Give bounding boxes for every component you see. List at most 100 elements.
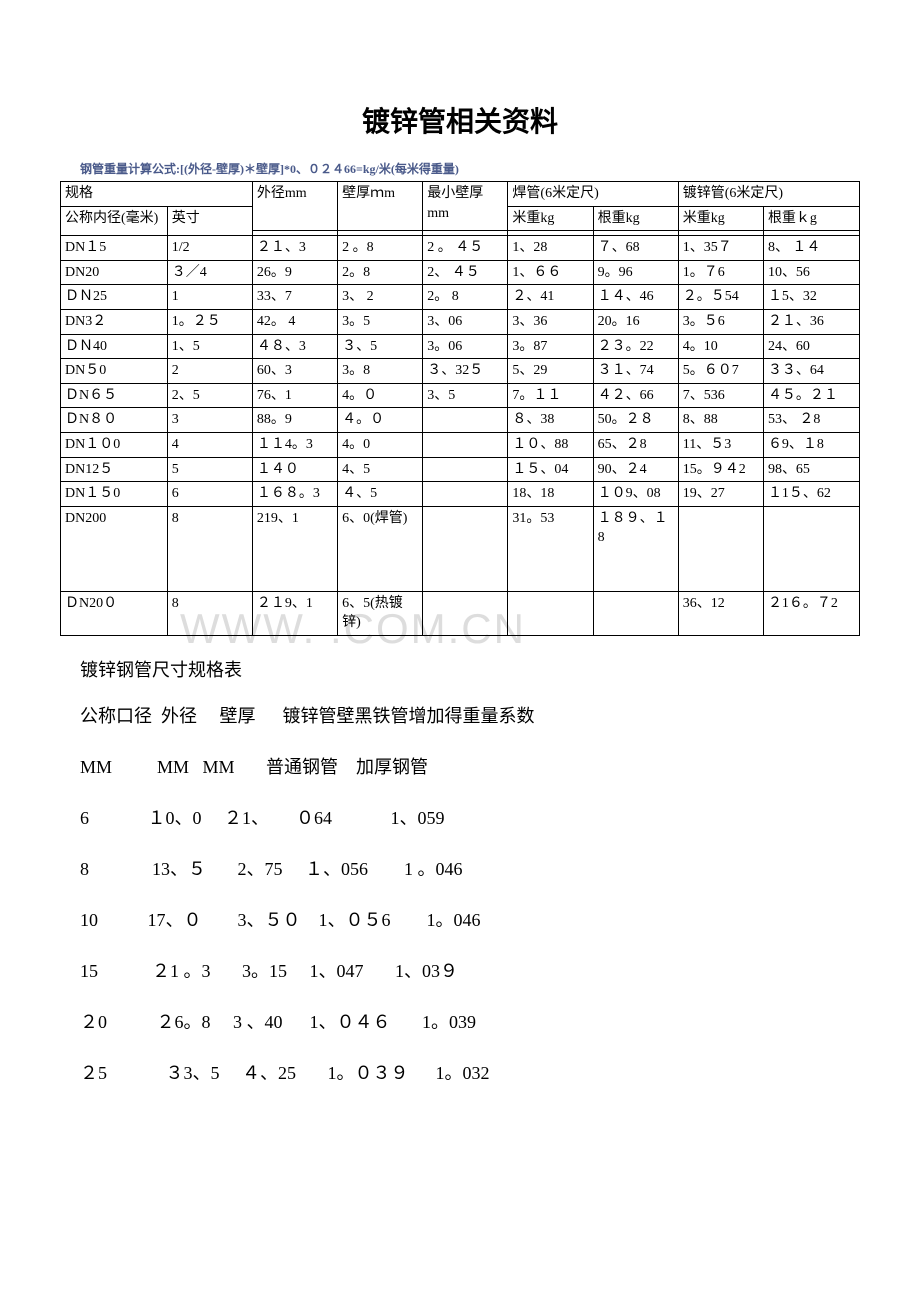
table-cell: ３／4 xyxy=(167,260,252,285)
table-cell: 88。9 xyxy=(252,408,337,433)
th-welded: 焊管(6米定尺) xyxy=(508,182,678,207)
th-outer-dia: 外径mm xyxy=(252,182,337,231)
table-cell: ８、38 xyxy=(508,408,593,433)
table-cell: DN3２ xyxy=(61,309,168,334)
table-cell: 3 xyxy=(167,408,252,433)
table-cell xyxy=(593,591,678,635)
table-cell: 3、 2 xyxy=(338,285,423,310)
table-cell: 26。9 xyxy=(252,260,337,285)
table-cell: ６9、１8 xyxy=(763,432,859,457)
table-cell: DN１０0 xyxy=(61,432,168,457)
table-cell: 4。０ xyxy=(338,383,423,408)
table-cell: 20。16 xyxy=(593,309,678,334)
table-cell: ２１9、1 xyxy=(252,591,337,635)
table-cell: 5 xyxy=(167,457,252,482)
table-cell: 1、28 xyxy=(508,236,593,261)
table-cell: DN１５0 xyxy=(61,482,168,507)
table-cell: 18、18 xyxy=(508,482,593,507)
table-cell: 2 xyxy=(167,359,252,384)
th-wall: 壁厚ｍm xyxy=(338,182,423,231)
table-cell xyxy=(423,482,508,507)
table-cell: 42。 4 xyxy=(252,309,337,334)
table-cell: １４０ xyxy=(252,457,337,482)
table-cell: 8、88 xyxy=(678,408,763,433)
table-cell: ＤＮ25 xyxy=(61,285,168,310)
th-welded-m: 米重kg xyxy=(508,206,593,231)
table-cell: 6 xyxy=(167,482,252,507)
table-cell: 4 xyxy=(167,432,252,457)
table-cell: DN200 xyxy=(61,506,168,591)
table-cell: ＤN６５ xyxy=(61,383,168,408)
table-cell: DN12５ xyxy=(61,457,168,482)
table-cell: 9。96 xyxy=(593,260,678,285)
table-cell xyxy=(423,591,508,635)
table-cell: 1/2 xyxy=(167,236,252,261)
spec-row: 10 17、０ 3、５０ 1、０５6 1。046 xyxy=(80,906,860,932)
table-cell: １1５、62 xyxy=(763,482,859,507)
table-cell: 7。１１ xyxy=(508,383,593,408)
table-cell: 98、65 xyxy=(763,457,859,482)
table-cell: 11、５3 xyxy=(678,432,763,457)
table-cell: 19、27 xyxy=(678,482,763,507)
table-cell: 10、56 xyxy=(763,260,859,285)
table-cell: 50。２８ xyxy=(593,408,678,433)
table-cell: ２、41 xyxy=(508,285,593,310)
table-cell: 4、5 xyxy=(338,457,423,482)
table-cell: 1。７6 xyxy=(678,260,763,285)
table-cell: ７、68 xyxy=(593,236,678,261)
table-cell: ２１、36 xyxy=(763,309,859,334)
table-cell: １０、88 xyxy=(508,432,593,457)
table-cell: 3。87 xyxy=(508,334,593,359)
table-cell: ３１、74 xyxy=(593,359,678,384)
table-cell: ２３。22 xyxy=(593,334,678,359)
table-cell: 1、35７ xyxy=(678,236,763,261)
table-cell: １４、46 xyxy=(593,285,678,310)
table-cell: 76、1 xyxy=(252,383,337,408)
th-nominal: 公称内径(毫米) xyxy=(61,206,168,236)
table-cell: 219、1 xyxy=(252,506,337,591)
table-cell: 1 xyxy=(167,285,252,310)
table-cell: 33、7 xyxy=(252,285,337,310)
table-cell: 3。5 xyxy=(338,309,423,334)
table-cell: 5。６０7 xyxy=(678,359,763,384)
table-cell xyxy=(423,457,508,482)
table-cell: 2 。8 xyxy=(338,236,423,261)
table-cell xyxy=(763,506,859,591)
table-cell: ＤN８０ xyxy=(61,408,168,433)
table-cell: ２1６。７2 xyxy=(763,591,859,635)
table-cell: 3。06 xyxy=(423,334,508,359)
table-cell: 90、２4 xyxy=(593,457,678,482)
table-cell: 8 xyxy=(167,506,252,591)
table-cell: ４２、66 xyxy=(593,383,678,408)
spec-row: 8 13、５ 2、75 １、056 1 。046 xyxy=(80,855,860,881)
table-cell: 24、60 xyxy=(763,334,859,359)
table-cell: ４５。２１ xyxy=(763,383,859,408)
table-cell xyxy=(423,506,508,591)
table-cell: 6、5(热镀锌) xyxy=(338,591,423,635)
th-galv-r: 根重ｋg xyxy=(763,206,859,231)
spec-row: ２5 ３3、5 ４、25 1。０３９ 1。032 xyxy=(80,1059,860,1085)
spec-row: ２0 ２6。8 3 、40 1、０４６ 1。039 xyxy=(80,1008,860,1034)
table-cell: ３、32５ xyxy=(423,359,508,384)
table-cell xyxy=(423,432,508,457)
table-cell: 4。10 xyxy=(678,334,763,359)
table-cell: 65、２8 xyxy=(593,432,678,457)
table-cell: 4。0 xyxy=(338,432,423,457)
table-cell: ４８、3 xyxy=(252,334,337,359)
table-cell: ４、5 xyxy=(338,482,423,507)
th-inch: 英寸 xyxy=(167,206,252,236)
spec-row: 6 １0、0 ２1、 ０64 1、059 xyxy=(80,804,860,830)
table-cell: 2、5 xyxy=(167,383,252,408)
th-galv: 镀锌管(6米定尺) xyxy=(678,182,859,207)
table-cell: 2 。 ４５ xyxy=(423,236,508,261)
table-cell: 1、６６ xyxy=(508,260,593,285)
table-cell: １８９、１8 xyxy=(593,506,678,591)
table-cell: 3、06 xyxy=(423,309,508,334)
main-data-table: 规格 外径mm 壁厚ｍm 最小壁厚mm 焊管(6米定尺) 镀锌管(6米定尺) 公… xyxy=(60,181,860,636)
table-cell: １６８。3 xyxy=(252,482,337,507)
table-cell: 1、5 xyxy=(167,334,252,359)
table-cell: DN１5 xyxy=(61,236,168,261)
table-cell: 8 xyxy=(167,591,252,635)
table-cell: DN20 xyxy=(61,260,168,285)
table-cell: ２。５54 xyxy=(678,285,763,310)
